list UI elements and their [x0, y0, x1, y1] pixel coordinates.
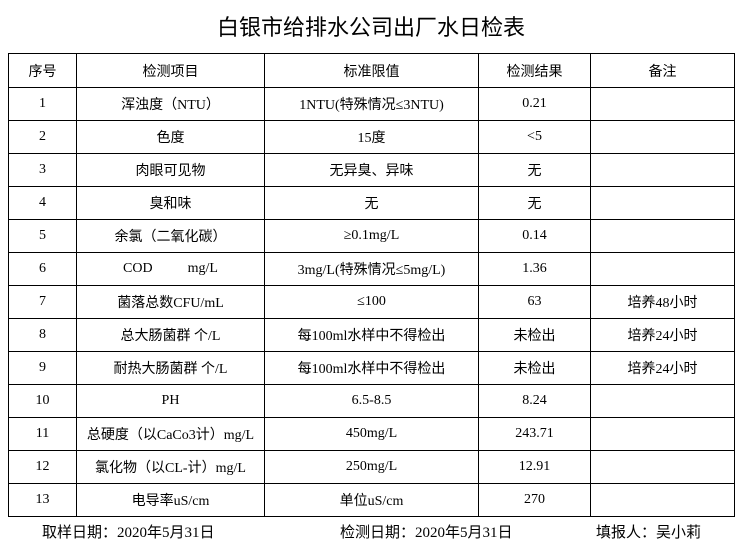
table-cell — [590, 450, 735, 484]
table-cell — [590, 153, 735, 187]
table-cell — [590, 252, 735, 286]
table-cell: 无 — [478, 186, 591, 220]
table-row: 序号 检测项目 标准限值 检测结果 备注 — [8, 53, 735, 88]
table-cell: 0.21 — [478, 87, 591, 121]
table-cell: <5 — [478, 120, 591, 154]
table-row: 3 肉眼可见物 无异臭、异味无 — [8, 153, 735, 187]
table-row: 9 耐热大肠菌群 个/L 每100ml水样中不得检出 未检出 培养24小时 — [8, 351, 735, 385]
table-row: 11 总硬度（以CaCo3计）mg/L 450mg/L 243.71 — [8, 417, 735, 451]
table-cell: 8.24 — [478, 384, 591, 418]
table-cell: 63 — [478, 285, 591, 319]
table-cell: 450mg/L — [264, 417, 479, 451]
table-cell: 12.91 — [478, 450, 591, 484]
table-cell: 色度 — [76, 120, 265, 154]
test-date: 检测日期：2020年5月31日 — [340, 525, 513, 541]
column-header: 序号 — [8, 53, 77, 88]
table-cell: 1 — [8, 87, 77, 121]
table-cell — [590, 186, 735, 220]
table-row: 12 氯化物（以CL-计）mg/L 250mg/L 12.91 — [8, 450, 735, 484]
table-cell: 15度 — [264, 120, 479, 154]
table-cell: 余氯（二氧化碳） — [76, 219, 265, 253]
table-cell: 耐热大肠菌群 个/L — [76, 351, 265, 385]
table-cell: 每100ml水样中不得检出 — [264, 318, 479, 352]
table-cell: ≥0.1mg/L — [264, 219, 479, 253]
table-cell: 10 — [8, 384, 77, 418]
table-cell: 2 — [8, 120, 77, 154]
table-cell: 1NTU(特殊情况≤3NTU) — [264, 87, 479, 121]
table-cell: 浑浊度（NTU） — [76, 87, 265, 121]
table-row: 5 余氯（二氧化碳） ≥0.1mg/L 0.14 — [8, 219, 735, 253]
table-cell: 243.71 — [478, 417, 591, 451]
table-cell: 12 — [8, 450, 77, 484]
table-cell: 培养24小时 — [590, 351, 735, 385]
table-cell: 菌落总数CFU/mL — [76, 285, 265, 319]
table-cell: 1.36 — [478, 252, 591, 286]
table-cell: 7 — [8, 285, 77, 319]
title: 白银市给排水公司出厂水日检表 — [216, 16, 525, 41]
table-cell: 9 — [8, 351, 77, 385]
table-cell: 11 — [8, 417, 77, 451]
table-cell: 总硬度（以CaCo3计）mg/L — [76, 417, 265, 451]
table-cell: 无 — [264, 186, 479, 220]
table-cell: 无 — [478, 153, 591, 187]
table-cell: 臭和味 — [76, 186, 265, 220]
table-row: 4 臭和味无无 — [8, 186, 735, 220]
table-cell: 未检出 — [478, 318, 591, 352]
table-cell: 13 — [8, 483, 77, 517]
table-cell — [590, 87, 735, 121]
table-cell: 270 — [478, 483, 591, 517]
table-cell: 电导率uS/cm — [76, 483, 265, 517]
table-row: 13 电导率uS/cm 单位uS/cm 270 — [8, 483, 735, 517]
table-cell: 培养48小时 — [590, 285, 735, 319]
table-cell — [590, 417, 735, 451]
table-cell: 6.5-8.5 — [264, 384, 479, 418]
table: 序号 检测项目 标准限值 检测结果 备注 1 浑浊度（NTU） 1NTU(特殊情况≤3NTU)… — [8, 53, 735, 517]
table-row: 10 PH 6.5-8.5 8.24 — [8, 384, 735, 418]
table-cell: 肉眼可见物 — [76, 153, 265, 187]
table-cell: 0.14 — [478, 219, 591, 253]
table-cell — [590, 483, 735, 517]
table-cell: 每100ml水样中不得检出 — [264, 351, 479, 385]
column-header: 检测项目 — [76, 53, 265, 88]
column-header: 标准限值 — [264, 53, 479, 88]
table-row: 2 色度 15度 <5 — [8, 120, 735, 154]
table-cell: 3 — [8, 153, 77, 187]
table-row: 8 总大肠菌群 个/L 每100ml水样中不得检出 未检出 培养24小时 — [8, 318, 735, 352]
table-cell: 3mg/L(特殊情况≤5mg/L) — [264, 252, 479, 286]
table-cell: 单位uS/cm — [264, 483, 479, 517]
reporter: 填报人：吴小莉 — [596, 525, 702, 541]
sampling-date: 取样日期：2020年5月31日 — [42, 525, 215, 541]
column-header: 检测结果 — [478, 53, 591, 88]
table-cell: 总大肠菌群 个/L — [76, 318, 265, 352]
table-row: 6 COD mg/L 3mg/L(特殊情况≤5mg/L) 1.36 — [8, 252, 735, 286]
table-row: 1 浑浊度（NTU） 1NTU(特殊情况≤3NTU) 0.21 — [8, 87, 735, 121]
table-row: 7 菌落总数CFU/mL ≤100 63 培养48小时 — [8, 285, 735, 319]
table-cell: 8 — [8, 318, 77, 352]
table-cell: 无异臭、异味 — [264, 153, 479, 187]
table-cell — [590, 219, 735, 253]
table-cell: 氯化物（以CL-计）mg/L — [76, 450, 265, 484]
table-cell: 培养24小时 — [590, 318, 735, 352]
table-cell: 未检出 — [478, 351, 591, 385]
table-cell: 6 — [8, 252, 77, 286]
table-cell: 4 — [8, 186, 77, 220]
table-cell — [590, 384, 735, 418]
table-cell: PH — [76, 384, 265, 418]
table-cell: 5 — [8, 219, 77, 253]
table-cell: COD mg/L — [76, 252, 265, 286]
table-cell — [590, 120, 735, 154]
column-header: 备注 — [590, 53, 735, 88]
table-cell: 250mg/L — [264, 450, 479, 484]
table-cell: ≤100 — [264, 285, 479, 319]
